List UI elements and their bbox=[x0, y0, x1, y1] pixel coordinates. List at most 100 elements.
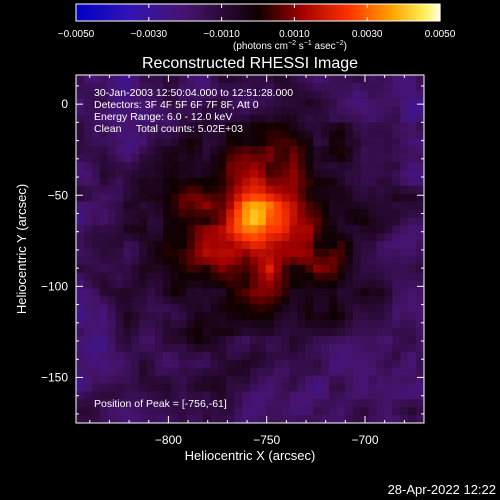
heatmap-cell bbox=[273, 75, 283, 84]
heatmap-cell bbox=[392, 209, 401, 218]
heatmap-cell bbox=[360, 106, 370, 116]
heatmap-cell bbox=[305, 185, 314, 195]
heatmap-cell bbox=[400, 391, 409, 400]
heatmap-cell bbox=[210, 328, 219, 337]
heatmap-cell bbox=[226, 162, 235, 171]
colorbar-swatch bbox=[434, 4, 437, 21]
heatmap-cell bbox=[384, 241, 393, 250]
heatmap-cell bbox=[107, 264, 117, 274]
heatmap-cell bbox=[163, 201, 172, 210]
heatmap-cell bbox=[76, 193, 85, 203]
heatmap-cell bbox=[242, 154, 251, 163]
heatmap-cell bbox=[384, 75, 393, 84]
heatmap-cell bbox=[234, 272, 243, 282]
heatmap-cell bbox=[155, 154, 164, 163]
heatmap-cell bbox=[281, 114, 291, 123]
colorbar-swatch bbox=[154, 4, 157, 21]
heatmap-cell bbox=[265, 280, 275, 290]
heatmap-cell bbox=[281, 201, 291, 210]
heatmap-cell bbox=[305, 138, 314, 147]
heatmap-cell bbox=[115, 201, 124, 210]
heatmap-cell bbox=[337, 241, 346, 250]
heatmap-cell bbox=[289, 209, 298, 218]
heatmap-cell bbox=[163, 122, 172, 131]
heatmap-cell bbox=[265, 264, 275, 274]
heatmap-cell bbox=[368, 114, 378, 123]
heatmap-cell bbox=[392, 154, 401, 163]
heatmap-cell bbox=[163, 328, 172, 337]
heatmap-cell bbox=[360, 328, 370, 337]
heatmap-cell bbox=[210, 209, 219, 218]
heatmap-cell bbox=[344, 185, 354, 195]
heatmap-cell bbox=[99, 351, 109, 361]
heatmap-cell bbox=[265, 106, 275, 116]
heatmap-cell bbox=[416, 272, 425, 282]
heatmap-cell bbox=[76, 264, 85, 274]
heatmap-cell bbox=[218, 154, 227, 163]
heatmap-cell bbox=[257, 201, 267, 210]
heatmap-cell bbox=[115, 264, 124, 274]
heatmap-cell bbox=[115, 233, 124, 242]
heatmap-cell bbox=[194, 264, 204, 274]
heatmap-cell bbox=[313, 217, 322, 226]
heatmap-cell bbox=[131, 328, 140, 337]
heatmap-cell bbox=[186, 375, 196, 384]
heatmap-cell bbox=[384, 320, 393, 329]
heatmap-cell bbox=[91, 130, 101, 139]
heatmap-cell bbox=[234, 185, 243, 195]
heatmap-cell bbox=[281, 288, 291, 297]
heatmap-cell bbox=[178, 256, 188, 266]
heatmap-cell bbox=[257, 288, 267, 297]
heatmap-cell bbox=[155, 407, 164, 416]
heatmap-cell bbox=[163, 375, 172, 384]
heatmap-cell bbox=[329, 272, 338, 282]
heatmap-cell bbox=[210, 233, 219, 242]
heatmap-cell bbox=[163, 75, 172, 84]
heatmap-cell bbox=[392, 264, 401, 274]
colorbar-swatch bbox=[144, 4, 147, 21]
heatmap-cell bbox=[313, 399, 322, 408]
heatmap-cell bbox=[76, 383, 85, 392]
heatmap-cell bbox=[163, 82, 172, 92]
heatmap-cell bbox=[368, 106, 378, 116]
heatmap-cell bbox=[83, 336, 93, 345]
heatmap-cell bbox=[250, 296, 259, 305]
heatmap-cell bbox=[352, 138, 362, 147]
heatmap-cell bbox=[194, 106, 204, 116]
heatmap-cell bbox=[107, 415, 117, 424]
heatmap-cell bbox=[416, 415, 425, 424]
heatmap-cell bbox=[329, 75, 338, 84]
heatmap-cell bbox=[99, 415, 109, 424]
heatmap-cell bbox=[139, 328, 148, 337]
heatmap-cell bbox=[115, 114, 124, 123]
heatmap-cell bbox=[234, 209, 243, 218]
heatmap-cell bbox=[352, 98, 362, 108]
heatmap-cell bbox=[91, 272, 101, 282]
heatmap-cell bbox=[416, 169, 425, 179]
heatmap-cell bbox=[115, 106, 124, 116]
heatmap-cell bbox=[234, 312, 243, 321]
heatmap-cell bbox=[352, 225, 362, 234]
heatmap-cell bbox=[123, 304, 132, 313]
heatmap-cell bbox=[170, 162, 180, 171]
heatmap-cell bbox=[218, 193, 227, 203]
heatmap-cell bbox=[376, 359, 385, 369]
heatmap-cell bbox=[107, 336, 117, 345]
heatmap-cell bbox=[234, 288, 243, 297]
heatmap-cell bbox=[202, 328, 211, 337]
heatmap-cell bbox=[297, 383, 306, 392]
heatmap-cell bbox=[281, 249, 291, 258]
colorbar-swatch bbox=[350, 4, 353, 21]
heatmap-cell bbox=[76, 90, 85, 100]
y-axis-title: Heliocentric Y (arcsec) bbox=[14, 184, 29, 314]
heatmap-cell bbox=[242, 280, 251, 290]
heatmap-cell bbox=[384, 296, 393, 305]
heatmap-cell bbox=[392, 343, 401, 353]
heatmap-cell bbox=[99, 304, 109, 313]
heatmap-cell bbox=[297, 367, 306, 377]
heatmap-cell bbox=[273, 233, 283, 242]
heatmap-cell bbox=[202, 264, 211, 274]
heatmap-cell bbox=[99, 114, 109, 123]
heatmap-cell bbox=[321, 343, 330, 353]
colorbar-swatch bbox=[146, 4, 149, 21]
